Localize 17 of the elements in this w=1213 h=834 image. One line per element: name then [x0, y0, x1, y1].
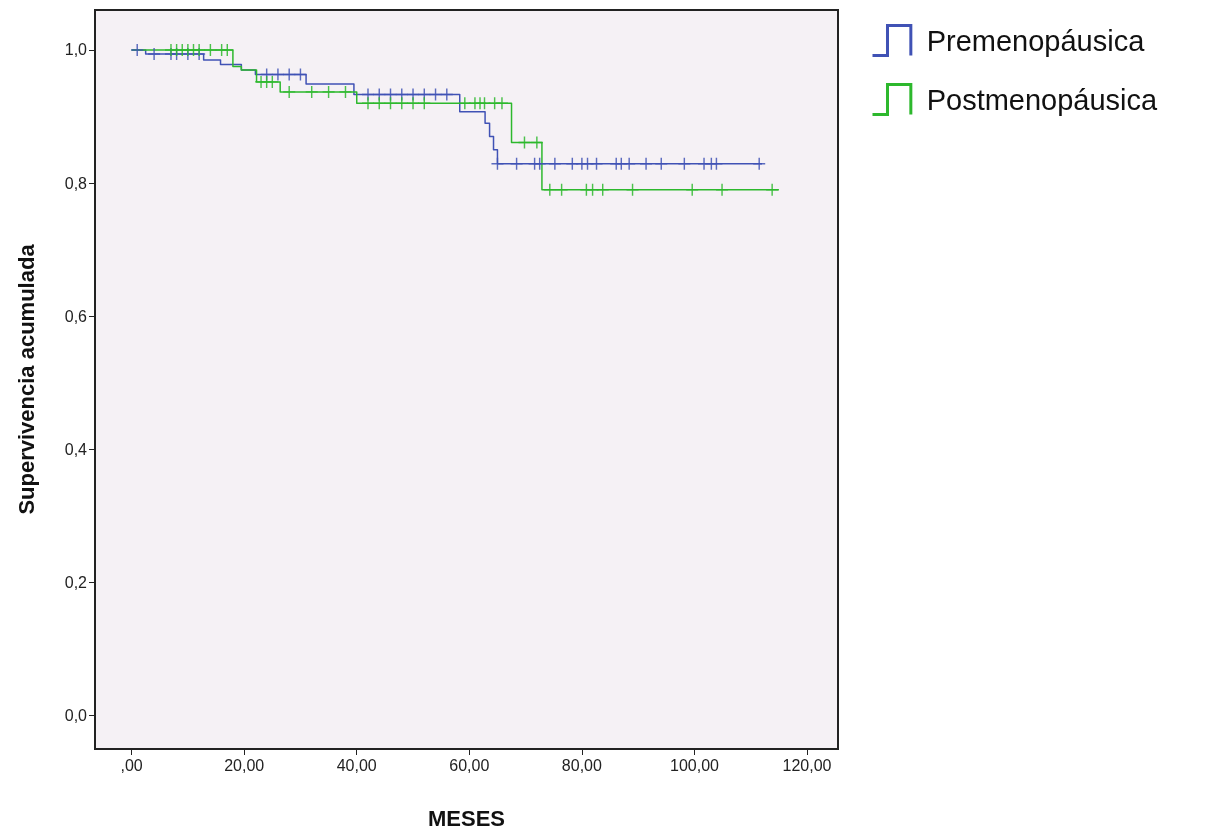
y-axis-title: Supervivencia acumulada [13, 243, 39, 515]
x-tick-label: 120,00 [782, 756, 832, 774]
x-axis-title: MESES [427, 805, 506, 831]
x-tick-label: 80,00 [561, 756, 603, 774]
y-tick-label: 0,4 [64, 440, 88, 458]
y-tick-label: 1,0 [64, 41, 88, 59]
legend-label: Premenopáusica [926, 24, 1146, 57]
x-tick-label: 40,00 [336, 756, 377, 774]
x-tick-label: ,00 [120, 756, 143, 774]
y-tick-label: 0,2 [64, 574, 88, 592]
y-tick-label: 0,8 [64, 174, 88, 192]
x-tick-label: 60,00 [449, 756, 490, 774]
y-tick-label: 0,0 [64, 707, 88, 725]
legend-label: Postmenopáusica [926, 83, 1159, 116]
x-tick-label: 100,00 [670, 756, 720, 774]
y-tick-label: 0,6 [64, 307, 88, 325]
x-tick-label: 20,00 [224, 756, 265, 774]
